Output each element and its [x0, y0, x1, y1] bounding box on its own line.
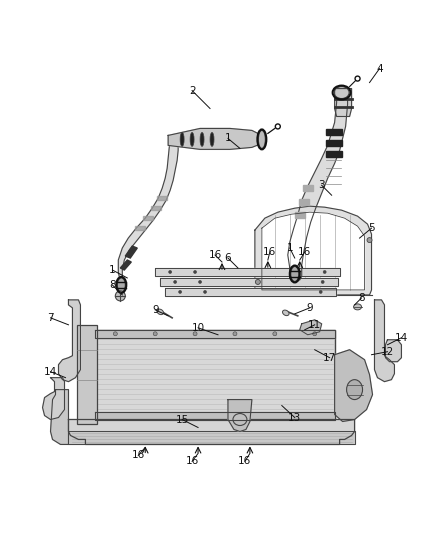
Polygon shape: [228, 400, 252, 432]
Text: 6: 6: [225, 253, 231, 263]
Text: 16: 16: [298, 247, 311, 257]
Text: 11: 11: [308, 320, 321, 330]
Ellipse shape: [117, 278, 125, 292]
Text: 5: 5: [368, 223, 375, 233]
Text: 7: 7: [47, 313, 54, 323]
Polygon shape: [95, 330, 335, 338]
Polygon shape: [326, 151, 342, 157]
Polygon shape: [335, 350, 372, 422]
Ellipse shape: [157, 309, 163, 314]
Text: 8: 8: [358, 293, 365, 303]
Text: 9: 9: [307, 303, 313, 313]
Circle shape: [169, 270, 172, 273]
Polygon shape: [151, 206, 161, 210]
Circle shape: [319, 290, 322, 293]
Text: 16: 16: [208, 250, 222, 260]
Polygon shape: [165, 288, 336, 296]
Polygon shape: [326, 130, 342, 135]
Text: 8: 8: [109, 280, 116, 290]
Polygon shape: [120, 260, 131, 270]
Circle shape: [233, 332, 237, 336]
Circle shape: [273, 332, 277, 336]
Polygon shape: [374, 300, 395, 382]
FancyBboxPatch shape: [78, 325, 97, 424]
Text: 4: 4: [376, 63, 383, 74]
Circle shape: [113, 332, 117, 336]
Ellipse shape: [180, 132, 184, 147]
Polygon shape: [68, 419, 355, 445]
Polygon shape: [135, 226, 145, 230]
Circle shape: [115, 291, 125, 301]
Polygon shape: [59, 300, 81, 382]
Polygon shape: [160, 278, 338, 286]
Text: 9: 9: [152, 305, 159, 315]
Text: 3: 3: [318, 180, 325, 190]
Circle shape: [173, 280, 177, 284]
Circle shape: [321, 280, 324, 284]
Text: 10: 10: [191, 323, 205, 333]
Polygon shape: [50, 390, 68, 445]
Polygon shape: [42, 378, 64, 419]
Text: 13: 13: [288, 413, 301, 423]
Text: 1: 1: [286, 243, 293, 253]
Ellipse shape: [346, 379, 363, 400]
Circle shape: [153, 332, 157, 336]
Polygon shape: [143, 216, 153, 220]
Ellipse shape: [283, 310, 289, 316]
Circle shape: [313, 332, 317, 336]
Ellipse shape: [200, 132, 204, 147]
Polygon shape: [326, 140, 342, 147]
Polygon shape: [385, 340, 401, 362]
Text: 16: 16: [263, 247, 276, 257]
Polygon shape: [262, 212, 364, 290]
Polygon shape: [155, 268, 339, 276]
Text: 1: 1: [109, 265, 116, 275]
Circle shape: [179, 290, 182, 293]
Text: 12: 12: [381, 347, 394, 357]
Ellipse shape: [190, 132, 194, 147]
Text: 16: 16: [238, 456, 251, 466]
Circle shape: [198, 280, 201, 284]
Polygon shape: [335, 88, 352, 117]
Polygon shape: [295, 212, 305, 218]
FancyBboxPatch shape: [95, 330, 335, 419]
Text: 16: 16: [185, 456, 199, 466]
Text: 14: 14: [44, 367, 57, 377]
Ellipse shape: [210, 132, 214, 147]
Circle shape: [367, 238, 372, 243]
Circle shape: [193, 332, 197, 336]
Circle shape: [194, 270, 197, 273]
Text: 15: 15: [176, 415, 189, 424]
Ellipse shape: [291, 266, 299, 281]
Polygon shape: [95, 411, 335, 419]
Circle shape: [323, 270, 326, 273]
Text: 14: 14: [395, 333, 408, 343]
Polygon shape: [300, 320, 321, 335]
Polygon shape: [125, 246, 137, 258]
Polygon shape: [168, 128, 262, 149]
Polygon shape: [299, 199, 309, 205]
Polygon shape: [255, 206, 371, 295]
Text: 1: 1: [225, 133, 231, 143]
Text: 2: 2: [189, 86, 195, 95]
Polygon shape: [157, 196, 167, 200]
Circle shape: [255, 279, 260, 285]
Polygon shape: [303, 185, 313, 191]
Polygon shape: [118, 140, 178, 288]
Polygon shape: [288, 93, 348, 280]
Text: 16: 16: [132, 450, 145, 461]
Polygon shape: [68, 432, 355, 445]
Circle shape: [204, 290, 207, 293]
Ellipse shape: [353, 304, 361, 310]
Text: 17: 17: [323, 353, 336, 363]
Ellipse shape: [258, 131, 265, 148]
Ellipse shape: [334, 86, 349, 99]
